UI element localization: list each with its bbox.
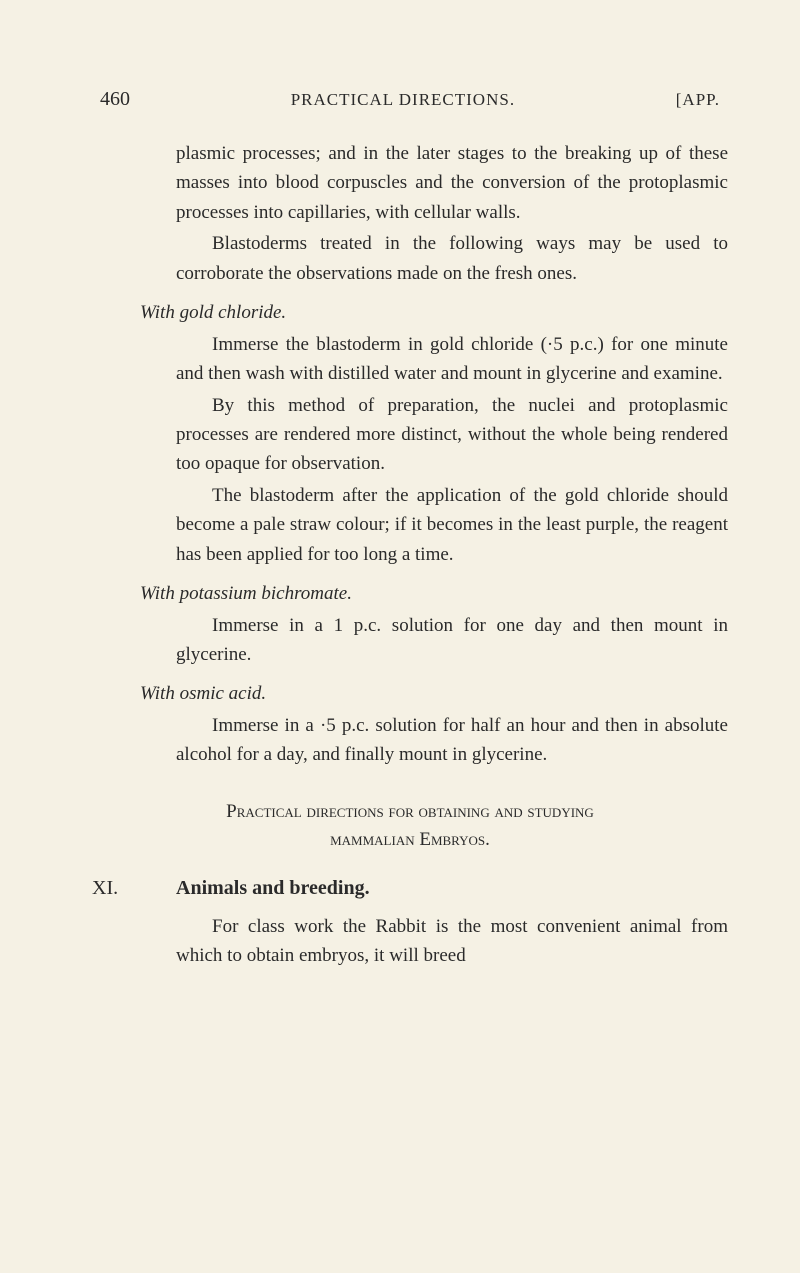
page-content: plasmic processes; and in the later stag…: [92, 139, 728, 971]
body-paragraph: Immerse the blastoderm in gold chloride …: [176, 330, 728, 389]
subsection-row: XI. Animals and breeding.: [92, 873, 728, 904]
subsection-title: Animals and breeding.: [176, 873, 370, 904]
body-paragraph: Immerse in a 1 p.c. solution for one day…: [176, 611, 728, 670]
section-heading-line: Practical directions for obtaining and s…: [92, 798, 728, 827]
body-paragraph: plasmic processes; and in the later stag…: [176, 139, 728, 227]
italic-heading: With potassium bichromate.: [140, 579, 728, 608]
italic-heading: With gold chloride.: [140, 298, 728, 327]
section-heading: Practical directions for obtaining and s…: [92, 798, 728, 855]
body-paragraph: Immerse in a ·5 p.c. solution for half a…: [176, 711, 728, 770]
section-heading-line: mammalian Embryos.: [92, 826, 728, 855]
body-paragraph: The blastoderm after the application of …: [176, 481, 728, 569]
app-marker: [APP.: [676, 90, 720, 110]
page-number: 460: [100, 88, 130, 111]
body-paragraph: For class work the Rabbit is the most co…: [176, 912, 728, 971]
body-paragraph: Blastoderms treated in the following way…: [176, 229, 728, 288]
body-paragraph: By this method of preparation, the nucle…: [176, 391, 728, 479]
running-title: PRACTICAL DIRECTIONS.: [291, 90, 515, 110]
italic-heading: With osmic acid.: [140, 679, 728, 708]
page-header: 460 PRACTICAL DIRECTIONS. [APP.: [92, 88, 728, 111]
roman-numeral: XI.: [92, 873, 176, 904]
